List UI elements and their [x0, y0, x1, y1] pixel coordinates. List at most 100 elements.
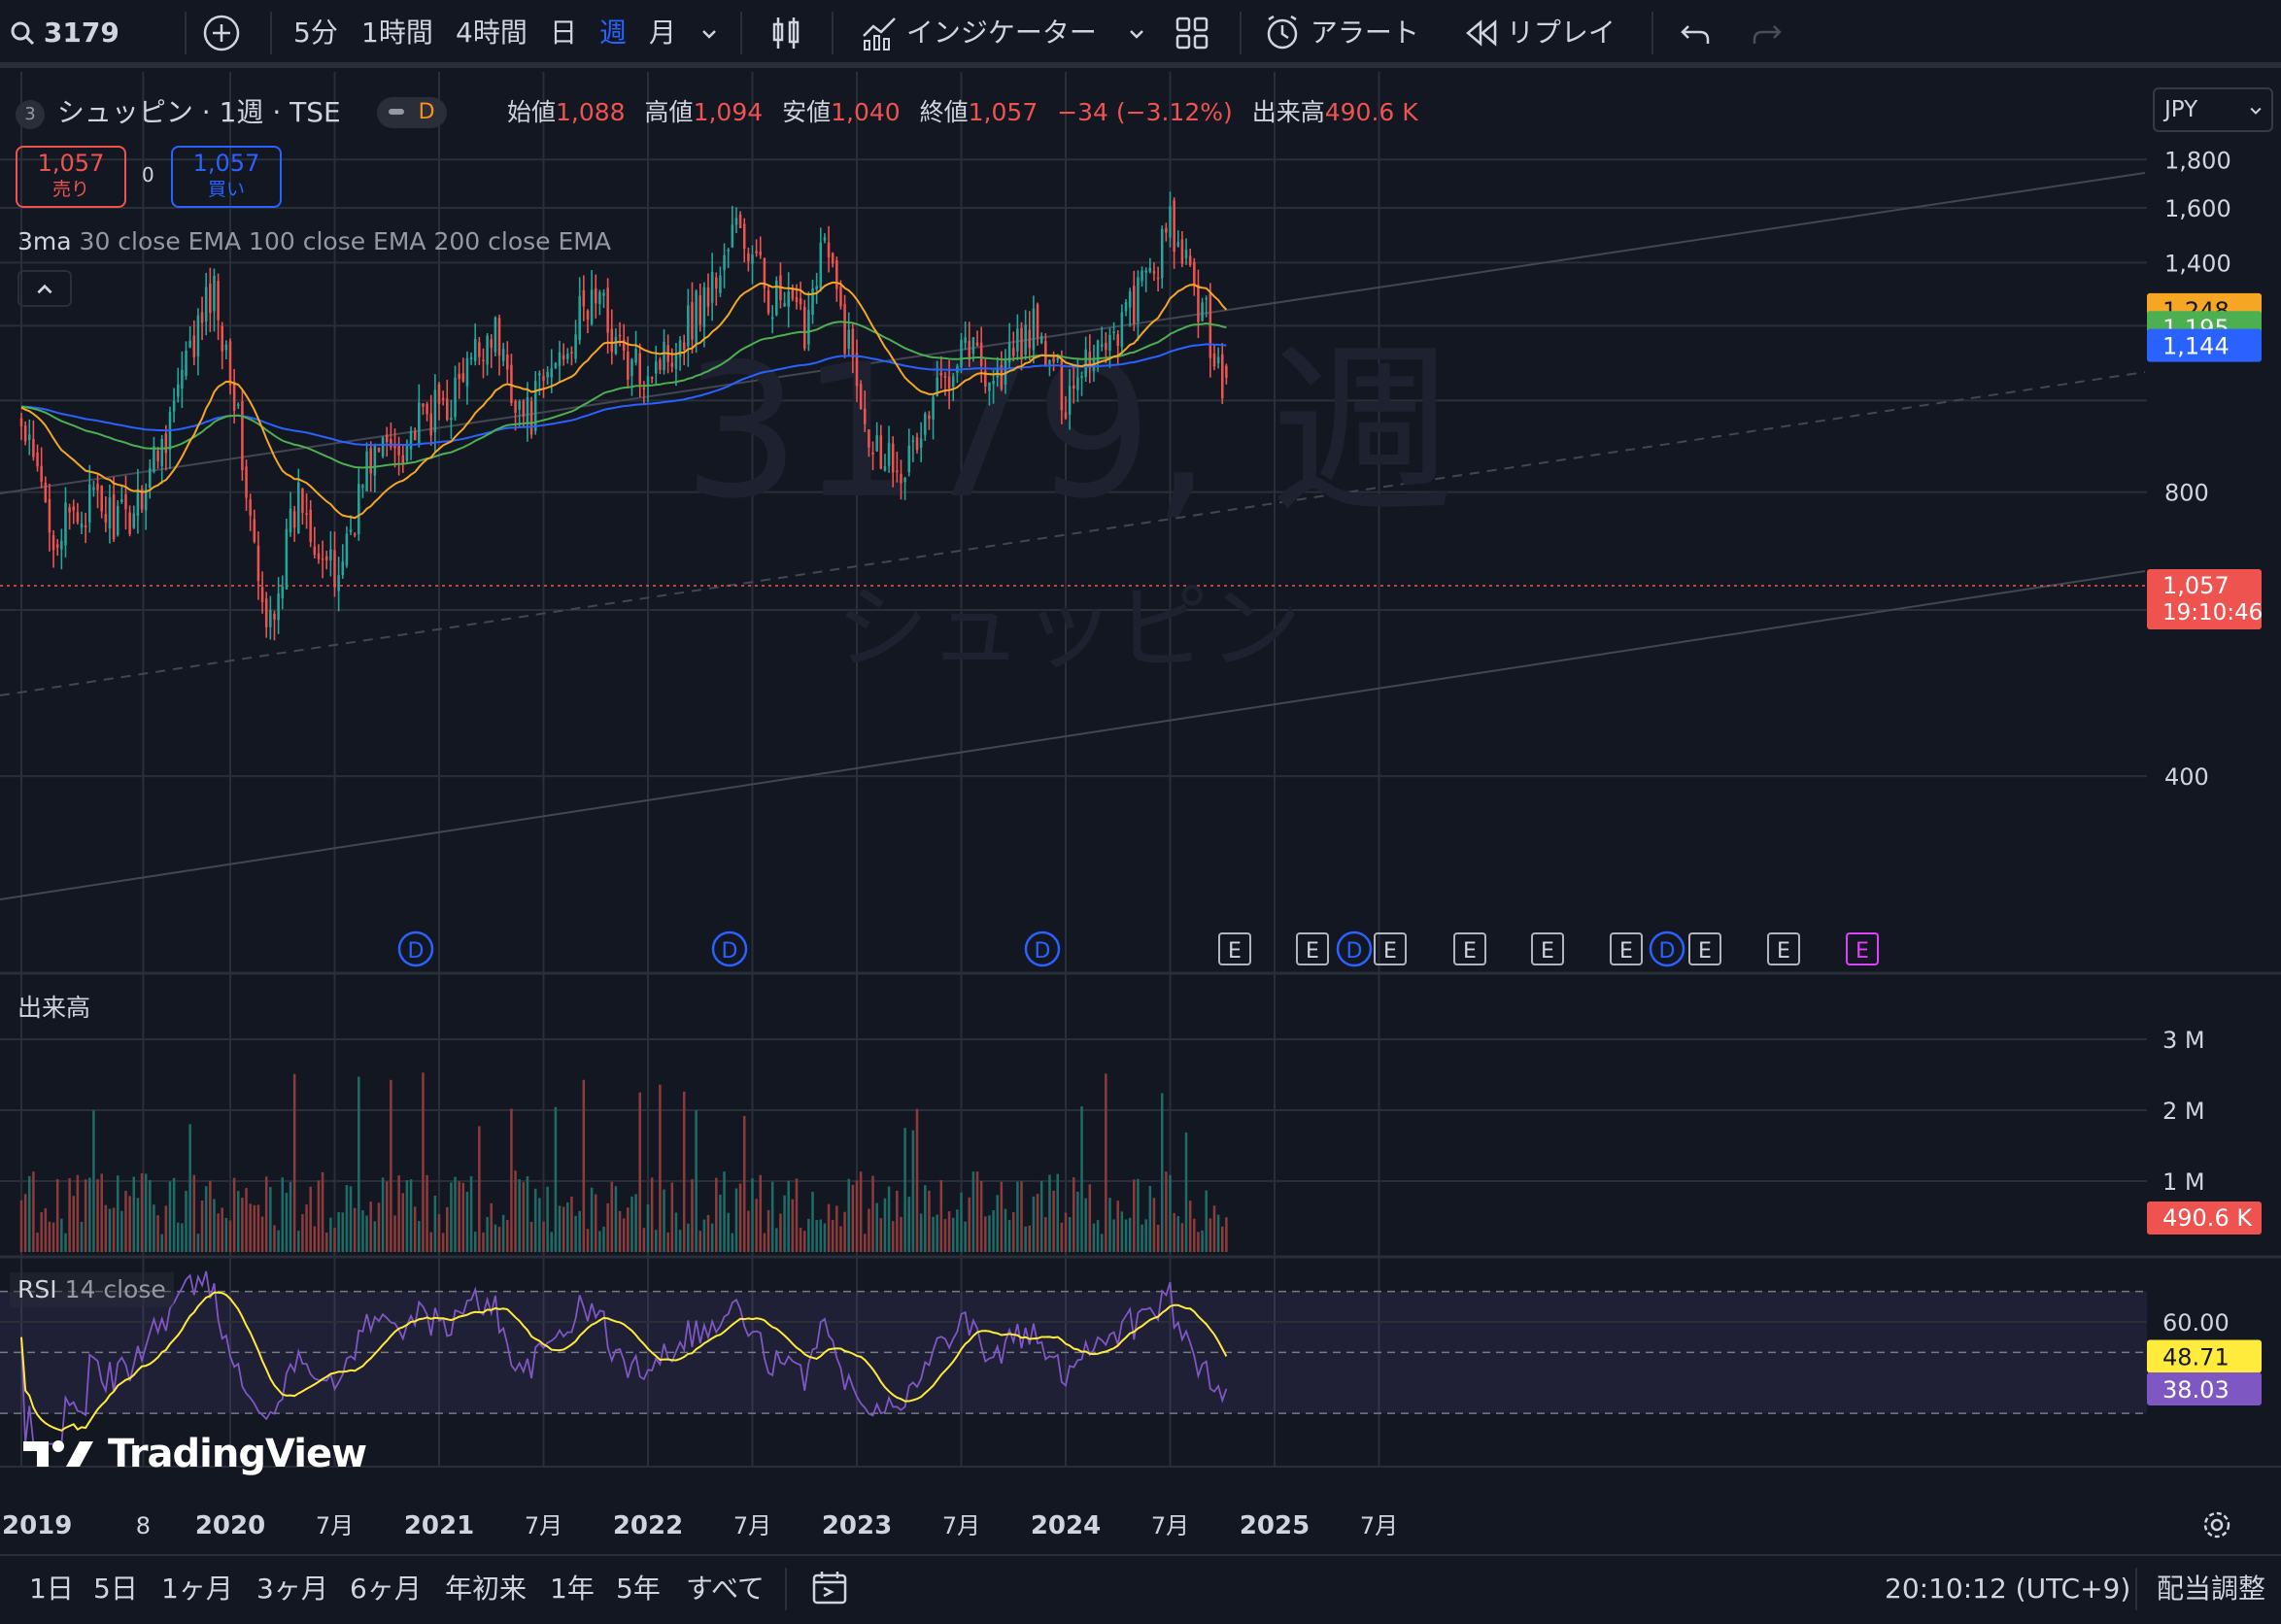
alert-button[interactable]: アラート — [1263, 12, 1419, 54]
study-legend-3ma[interactable]: 3ma 30 close EMA 100 close EMA 200 close… — [17, 225, 611, 258]
rsi-params: 14 close — [64, 1275, 166, 1303]
volume-bar — [68, 1178, 71, 1252]
symbol-search[interactable]: 3179 — [10, 12, 119, 54]
candle-body — [401, 455, 405, 465]
candle-body — [273, 613, 276, 620]
indicators-icon — [863, 17, 896, 51]
interval-dropdown[interactable] — [699, 12, 719, 54]
range-3m[interactable]: 3ヶ月 — [256, 1573, 328, 1605]
candle-body — [289, 508, 292, 533]
candle-body — [68, 507, 71, 513]
candle-body — [241, 401, 244, 471]
candle-body — [1076, 377, 1079, 390]
price-tick-label: 1,800 — [2164, 147, 2231, 174]
volume-bar — [188, 1124, 191, 1252]
candle-body — [501, 349, 505, 361]
range-all[interactable]: すべて — [686, 1573, 765, 1605]
redo-button[interactable] — [1751, 12, 1784, 54]
time-tick-label: 2023 — [822, 1511, 892, 1540]
volume-bar — [614, 1186, 618, 1252]
indicators-button[interactable]: インジケーター — [861, 12, 1097, 54]
currency-select[interactable]: JPY — [2153, 87, 2273, 132]
candle-body — [1188, 255, 1192, 266]
volume-bar — [839, 1226, 842, 1252]
go-to-date-button[interactable] — [810, 1568, 849, 1610]
interval-1h[interactable]: 1時間 — [361, 17, 433, 49]
buy-button[interactable]: 1,057 買い — [171, 146, 282, 208]
volume-bar — [76, 1174, 80, 1252]
ohlc-values: 始値1,088 高値1,094 安値1,040 終値1,057 −34 (−3.… — [507, 93, 1418, 132]
volume-bar — [919, 1213, 923, 1252]
volume-bar — [903, 1128, 906, 1252]
legend-title[interactable]: シュッピン · 1週 · TSE — [56, 96, 341, 128]
channel-upper — [0, 172, 2146, 494]
layouts-button[interactable] — [1175, 12, 1209, 54]
candle-body — [1160, 228, 1164, 279]
volume-bar — [819, 1219, 823, 1252]
volume-bar — [333, 1228, 336, 1252]
candle-body — [1205, 297, 1208, 300]
candle-body — [317, 553, 321, 559]
candle-body — [554, 363, 558, 368]
volume-bar — [397, 1175, 400, 1252]
range-1y[interactable]: 1年 — [550, 1573, 595, 1605]
candle-body — [634, 349, 637, 363]
sell-button[interactable]: 1,057 売り — [16, 146, 126, 208]
collapse-studies-button[interactable] — [17, 270, 72, 307]
replay-button[interactable]: リプレイ — [1465, 12, 1616, 54]
volume-bar — [309, 1186, 312, 1252]
volume-bar — [172, 1177, 176, 1252]
chart-type-button[interactable] — [769, 12, 802, 54]
data-source-toggle[interactable]: D — [376, 97, 447, 128]
candle-body — [1108, 334, 1111, 352]
candle-body — [751, 254, 754, 264]
candle-body — [710, 271, 714, 303]
interval-day[interactable]: 日 — [550, 17, 578, 49]
candle-body — [112, 493, 116, 540]
volume-bar — [738, 1183, 742, 1252]
clock-display[interactable]: 20:10:12 (UTC+9) — [1885, 1573, 2131, 1605]
candle-body — [839, 287, 842, 307]
candle-body — [682, 342, 686, 350]
range-5y[interactable]: 5年 — [616, 1573, 661, 1605]
candle-body — [1072, 385, 1075, 389]
volume-bar — [875, 1202, 878, 1252]
volume-bar — [224, 1217, 228, 1252]
add-symbol-button[interactable] — [202, 12, 241, 54]
interval-month[interactable]: 月 — [649, 17, 677, 49]
candle-body — [755, 251, 758, 254]
candle-body — [224, 344, 228, 351]
range-ytd[interactable]: 年初来 — [445, 1573, 528, 1605]
candle-body — [526, 396, 529, 423]
range-5d[interactable]: 5日 — [93, 1573, 138, 1605]
volume-bar — [317, 1180, 321, 1252]
candle-body — [88, 484, 91, 523]
range-1d[interactable]: 1日 — [29, 1573, 74, 1605]
volume-bar — [469, 1175, 473, 1252]
close-label: 終値 — [919, 98, 969, 126]
volume-bar — [674, 1212, 678, 1252]
volume-bars — [19, 1072, 1228, 1252]
volume-bar — [883, 1198, 887, 1252]
volume-bar — [799, 1228, 802, 1252]
range-1m[interactable]: 1ヶ月 — [161, 1573, 233, 1605]
dividend-adjust-button[interactable]: 配当調整 — [2157, 1573, 2266, 1605]
rsi-legend[interactable]: RSI 14 close — [10, 1272, 174, 1307]
brand-name: TradingView — [107, 1432, 367, 1476]
candle-body — [1156, 277, 1160, 280]
volume-bar — [1028, 1225, 1032, 1252]
axis-settings-button[interactable] — [2199, 1507, 2234, 1546]
range-6m[interactable]: 6ヶ月 — [350, 1573, 422, 1605]
interval-week[interactable]: 週 — [599, 17, 628, 49]
candle-body — [48, 498, 51, 533]
candle-body — [1173, 200, 1175, 253]
candle-body — [932, 396, 935, 420]
undo-button[interactable] — [1679, 12, 1712, 54]
indicators-dropdown[interactable] — [1127, 12, 1146, 54]
interval-5m[interactable]: 5分 — [293, 17, 338, 49]
interval-4h[interactable]: 4時間 — [456, 17, 528, 49]
volume-bar — [1120, 1211, 1124, 1252]
high-value: 1,094 — [693, 98, 764, 126]
earnings-marker — [1688, 932, 1721, 965]
